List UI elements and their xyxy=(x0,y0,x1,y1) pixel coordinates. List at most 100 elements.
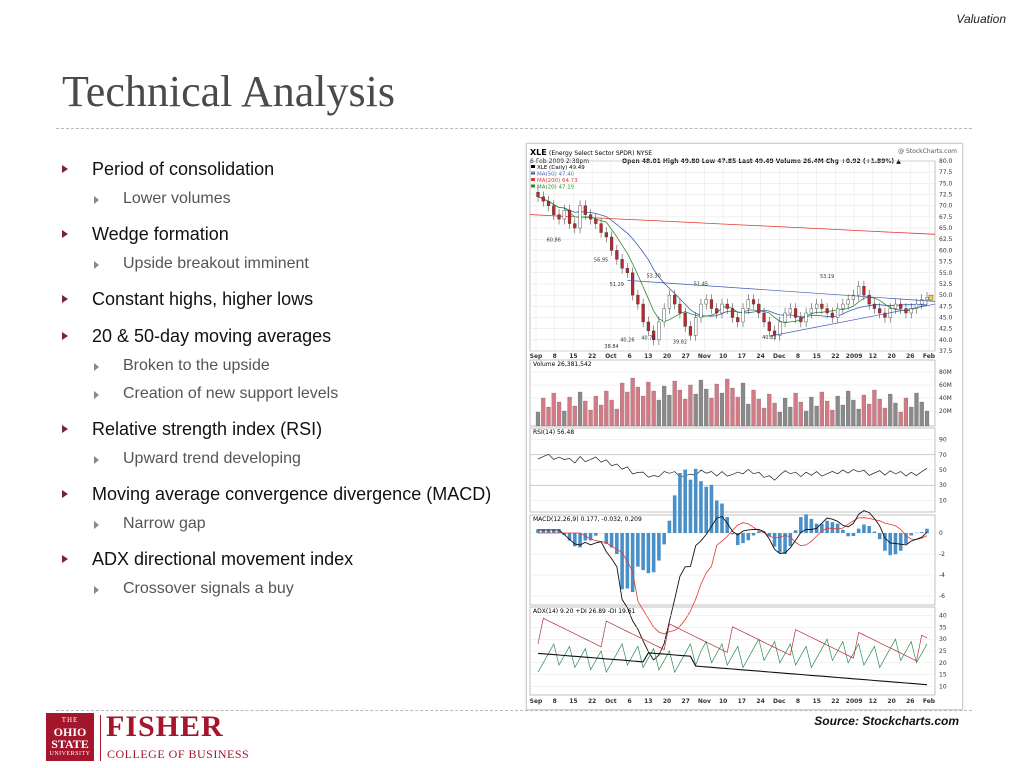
volume-bar xyxy=(572,405,577,427)
stock-chart: XLE (Energy Select Sector SPDR) NYSE @ Sto… xyxy=(526,143,963,710)
x-tick-label: 15 xyxy=(813,353,821,360)
macd-histogram-bar xyxy=(604,533,609,544)
macd-histogram-bar xyxy=(672,495,677,533)
macd-histogram-bar xyxy=(841,529,845,533)
bullet-item: Relative strength index (RSI) xyxy=(62,416,502,443)
volume-bar xyxy=(793,392,798,427)
candle-body xyxy=(583,205,587,215)
macd-histogram-bar xyxy=(835,523,840,533)
volume-bar xyxy=(856,408,861,427)
macd-histogram-bar xyxy=(551,529,556,533)
x-tick-label: 8 xyxy=(553,353,557,360)
price-annotation: 56.95 xyxy=(594,258,608,264)
price-annotation: 38.84 xyxy=(604,344,618,350)
macd-histogram-bar xyxy=(735,533,740,546)
candle-body xyxy=(920,299,924,305)
macd-label: MACD(12,26,9) 0.177, -0.032, 0.209 xyxy=(533,516,642,523)
x-tick-label-bottom: 8 xyxy=(796,698,800,705)
volume-bar xyxy=(719,392,725,427)
bullet-text: ADX directional movement index xyxy=(92,549,354,569)
wedge-upper-line xyxy=(627,280,936,302)
volume-bar xyxy=(898,411,903,427)
sub-bullet-text: Upside breakout imminent xyxy=(123,255,309,272)
sub-bullet-arrow-icon xyxy=(94,456,99,464)
candle-body xyxy=(688,326,693,336)
candle-body xyxy=(720,303,724,314)
macd-histogram-bar xyxy=(630,533,635,593)
volume-bar xyxy=(914,392,919,427)
macd-histogram-bar xyxy=(872,531,877,533)
candle-body xyxy=(825,308,829,314)
volume-bar xyxy=(746,403,751,427)
candle-body xyxy=(736,317,740,323)
price-axis-label: 62.5 xyxy=(939,236,953,243)
price-axis-label: 70.0 xyxy=(939,203,953,210)
price-axis-label: 47.5 xyxy=(939,303,953,310)
rsi-line xyxy=(537,453,928,481)
price-axis-label: 40.0 xyxy=(939,337,953,344)
price-annotation: 60.86 xyxy=(547,237,561,243)
price-annotation: 51.29 xyxy=(610,282,624,288)
candle-body xyxy=(846,299,850,305)
bullet-text: Constant highs, higher lows xyxy=(92,289,314,309)
volume-bar xyxy=(825,400,830,427)
macd-histogram-bar xyxy=(799,517,803,533)
volume-bar xyxy=(630,377,635,427)
candle-body xyxy=(746,299,750,309)
adx-axis-label: 15 xyxy=(939,672,947,679)
adx-axis-label: 30 xyxy=(939,636,947,643)
x-tick-label: Oct xyxy=(605,353,617,360)
candle-body xyxy=(793,308,798,318)
macd-histogram-bar xyxy=(898,533,903,551)
bullet-arrow-icon xyxy=(62,230,68,238)
volume-bar xyxy=(551,392,556,427)
macd-histogram-bar xyxy=(862,524,866,533)
bullet-item: Moving average convergence divergence (M… xyxy=(62,481,502,508)
sub-bullet-arrow-icon xyxy=(94,391,99,399)
price-axis-label: 52.5 xyxy=(939,281,953,288)
macd-histogram-bar xyxy=(688,479,693,533)
slide-title: Technical Analysis xyxy=(62,67,395,116)
x-tick-label-bottom: 20 xyxy=(663,698,671,705)
macd-histogram-bar xyxy=(909,533,914,536)
legend-swatch xyxy=(531,165,535,168)
candle-body xyxy=(704,299,708,305)
x-tick-label-bottom: 13 xyxy=(644,698,652,705)
volume-bar xyxy=(641,395,646,427)
x-tick-label: 6 xyxy=(627,353,631,360)
x-tick-label-bottom: 12 xyxy=(869,698,877,705)
price-axis-label: 37.5 xyxy=(939,348,953,355)
candle-body xyxy=(820,303,824,309)
volume-bar xyxy=(777,411,782,427)
volume-bar xyxy=(772,402,777,427)
volume-bar xyxy=(651,390,656,427)
price-axis-label: 65.0 xyxy=(939,225,953,232)
candle-body xyxy=(867,294,871,305)
candle-body xyxy=(673,294,677,305)
adx-label: ADX(14) 9.20 +DI 26.89 -DI 19.61 xyxy=(533,608,636,615)
macd-line xyxy=(538,510,928,661)
candle-body xyxy=(678,303,682,314)
adx-line xyxy=(537,652,928,686)
macd-histogram-bar xyxy=(588,533,593,541)
volume-bar xyxy=(604,390,609,427)
candle-body xyxy=(841,303,845,309)
price-annotation: 53.30 xyxy=(646,274,660,280)
adx-axis-label: 10 xyxy=(939,683,947,690)
volume-bar xyxy=(562,410,567,427)
legend-label: MA(20) 47.19 xyxy=(537,185,575,191)
candle-body xyxy=(830,312,834,318)
macd-histogram-bar xyxy=(546,529,551,533)
price-axis-label: 60.0 xyxy=(939,247,953,254)
x-tick-label-bottom: 15 xyxy=(569,698,577,705)
x-tick-label: 8 xyxy=(796,353,800,360)
volume-bar xyxy=(709,397,714,427)
chart-name: (Energy Select Sector SPDR) NYSE xyxy=(549,150,652,157)
rsi-axis-label: 50 xyxy=(939,467,947,474)
candle-body xyxy=(662,308,666,323)
volume-bar xyxy=(835,395,840,427)
candle-body xyxy=(631,272,635,296)
macd-histogram-bar xyxy=(646,533,651,574)
x-tick-label-bottom: 15 xyxy=(813,698,821,705)
bullet-item: Constant highs, higher lows xyxy=(62,286,502,313)
